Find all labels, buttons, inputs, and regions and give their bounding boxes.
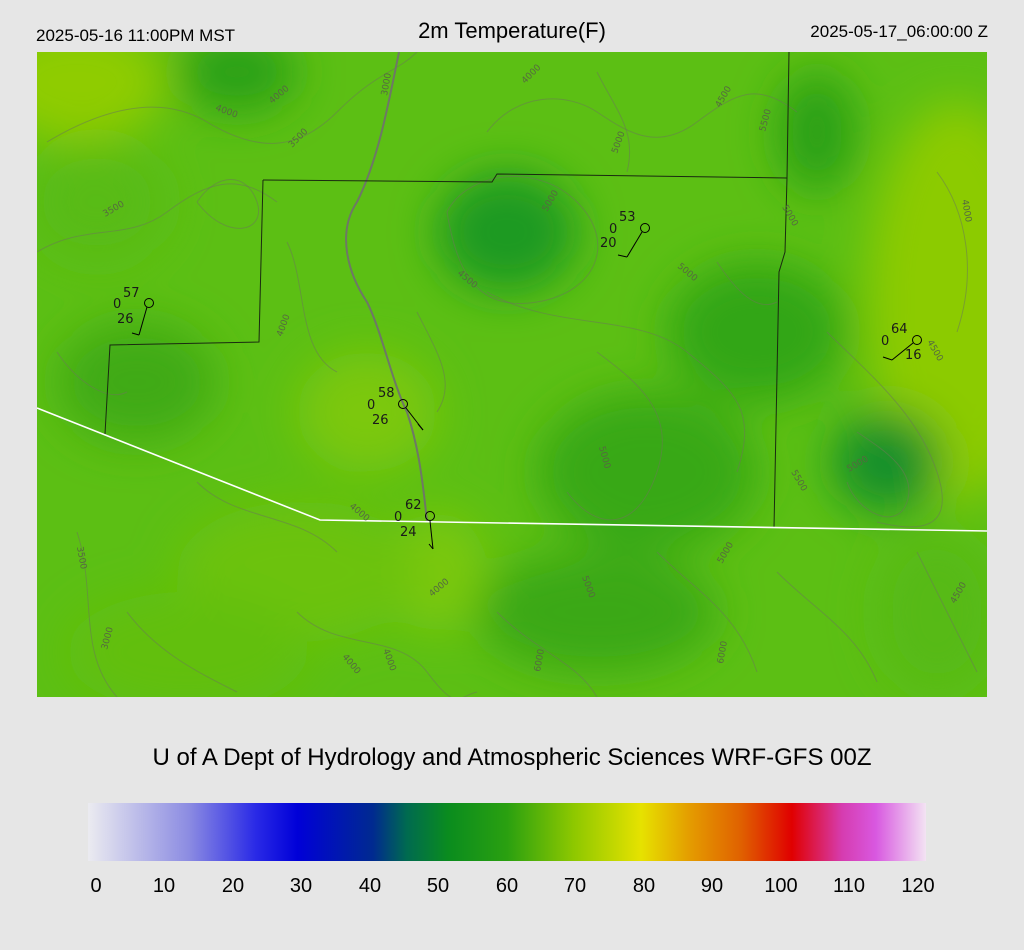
station-plot: 64 0 16 — [881, 322, 922, 363]
station-temp: 58 — [378, 386, 395, 401]
credit-line: U of A Dept of Hydrology and Atmospheric… — [152, 744, 872, 771]
county-boundaries — [104, 52, 790, 529]
station-dewpoint: 16 — [905, 348, 922, 363]
station-plot: 57 0 26 — [113, 286, 154, 336]
color-scale-tick: 10 — [152, 875, 176, 897]
color-scale-bar — [88, 803, 926, 861]
station-wind: 0 — [394, 510, 402, 525]
station-wind: 0 — [881, 334, 889, 349]
station-plot: 62 0 24 — [394, 498, 435, 550]
station-dewpoint: 26 — [117, 312, 134, 327]
temperature-map: 4000 4000 3000 3500 4000 3500 5000 4500 … — [37, 52, 987, 697]
terrain-contours — [37, 52, 978, 697]
color-scale-tick: 0 — [90, 875, 102, 897]
utc-time-label: 2025-05-17_06:00:00 Z — [810, 22, 988, 41]
color-scale-tick: 90 — [700, 875, 724, 897]
river — [345, 52, 428, 523]
station-dewpoint: 20 — [600, 236, 617, 251]
station-temp: 53 — [619, 210, 636, 225]
station-dewpoint: 26 — [372, 413, 389, 428]
station-wind: 0 — [609, 222, 617, 237]
local-time-label: 2025-05-16 11:00PM MST — [36, 26, 236, 45]
contour-label: 3500 — [74, 546, 88, 571]
contour-label: 3000 — [380, 72, 394, 97]
station-temp: 62 — [405, 498, 422, 513]
color-scale-ticks: 0 10 20 30 40 50 60 70 80 90 100 110 120 — [0, 875, 1024, 905]
color-scale-tick: 40 — [358, 875, 382, 897]
color-scale-tick: 120 — [901, 875, 935, 897]
station-wind: 0 — [367, 398, 375, 413]
map-title: 2m Temperature(F) — [418, 18, 606, 43]
color-scale-tick: 50 — [426, 875, 450, 897]
station-plot: 58 0 26 — [367, 386, 424, 431]
station-dewpoint: 24 — [400, 525, 417, 540]
station-wind: 0 — [113, 297, 121, 312]
contour-label: 6000 — [716, 640, 730, 665]
color-scale-tick: 100 — [764, 875, 798, 897]
station-temp: 64 — [891, 322, 908, 337]
color-scale-tick: 20 — [221, 875, 245, 897]
state-border — [37, 407, 987, 532]
color-scale-tick: 30 — [289, 875, 313, 897]
contour-label: 6000 — [533, 648, 547, 673]
color-scale-tick: 110 — [833, 875, 865, 897]
temperature-field: 4000 4000 3000 3500 4000 3500 5000 4500 … — [37, 52, 987, 697]
contour-label: 4000 — [959, 199, 973, 224]
station-temp: 57 — [123, 286, 140, 301]
station-plot: 53 0 20 — [600, 210, 650, 258]
color-scale-tick: 70 — [563, 875, 587, 897]
color-scale-tick: 60 — [495, 875, 519, 897]
color-scale-tick: 80 — [632, 875, 656, 897]
